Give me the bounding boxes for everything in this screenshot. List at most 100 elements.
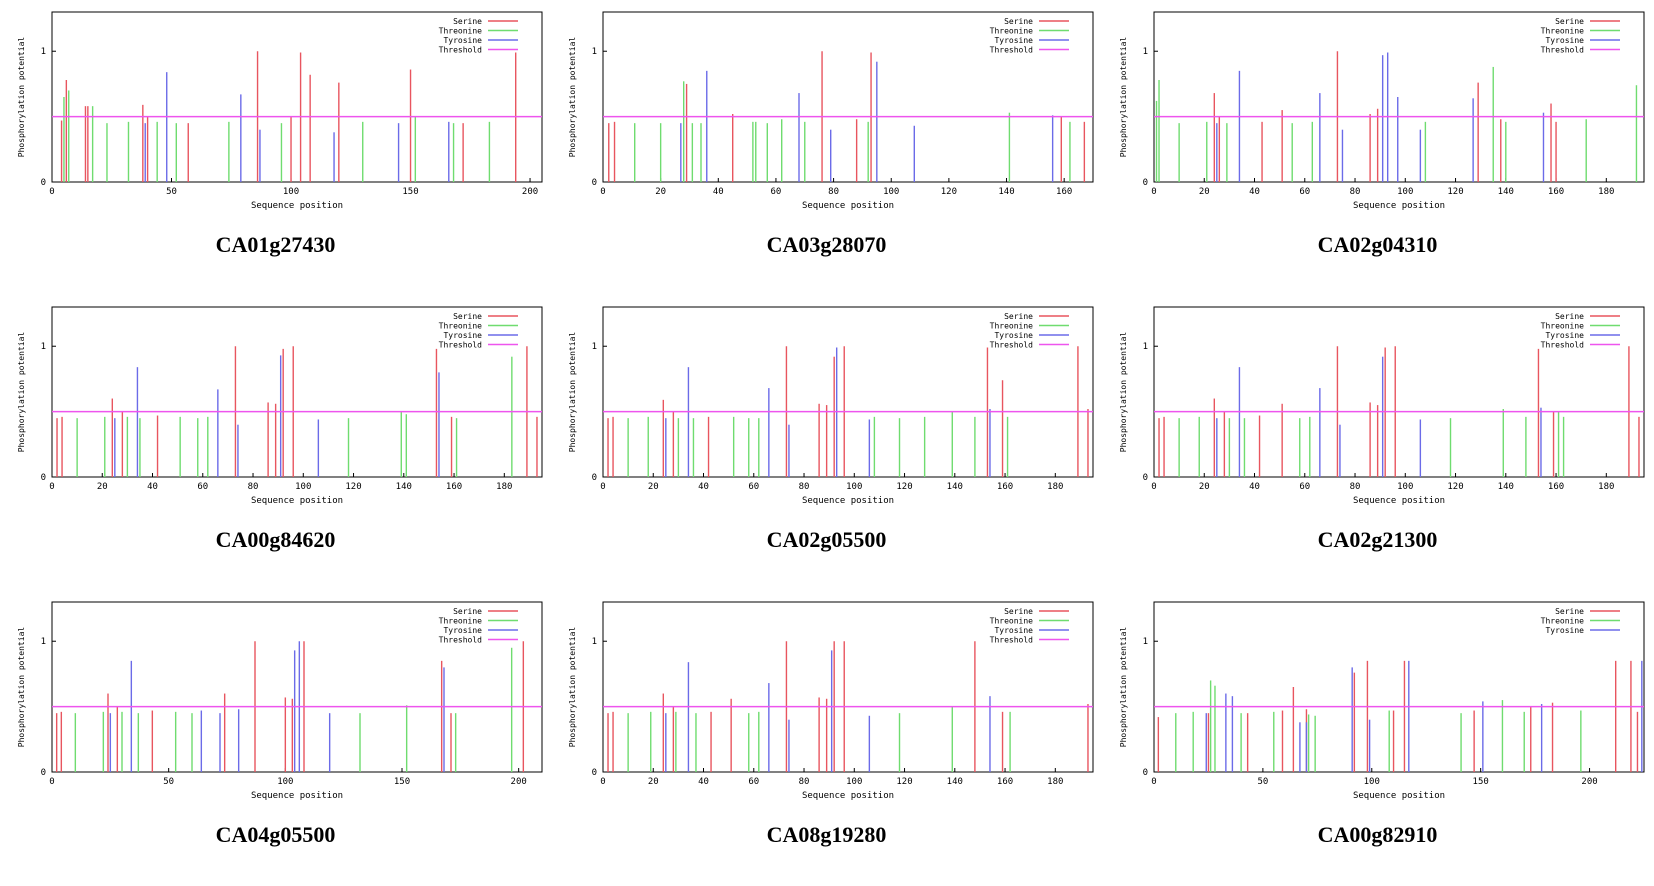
x-tick-label: 60 <box>748 777 759 787</box>
x-tick-label: 0 <box>49 187 54 197</box>
chart-caption: CA02g05500 <box>766 527 887 552</box>
x-tick-label: 0 <box>49 482 54 492</box>
x-tick-label: 40 <box>147 482 158 492</box>
chart-panel-CA04g05500: 0 50 100 150 200 0 1 Sequence position Phosphory… <box>0 590 551 885</box>
x-tick-label: 100 <box>277 777 293 787</box>
y-tick-label: 0 <box>41 768 46 778</box>
x-tick-label: 200 <box>511 777 527 787</box>
chart-caption: CA03g28070 <box>766 232 887 257</box>
legend-label: Serine <box>1555 17 1584 26</box>
y-tick-label: 1 <box>1143 342 1148 352</box>
y-tick-label: 0 <box>41 178 46 188</box>
x-tick-label: 120 <box>896 777 912 787</box>
series-threonine <box>627 411 1009 477</box>
legend-label: Tyrosine <box>994 626 1033 635</box>
plot-frame <box>602 11 1094 183</box>
x-tick-label: 40 <box>698 482 709 492</box>
series-tyrosine <box>1205 660 1643 772</box>
x-tick-label: 0 <box>600 187 605 197</box>
x-tick-label: 80 <box>828 187 839 197</box>
legend-label: Threshold <box>1541 46 1585 55</box>
y-tick-label: 0 <box>1143 178 1148 188</box>
y-axis-label: Phosphorylation potential <box>1119 332 1128 453</box>
chart-svg: 0 20 40 60 80 100 120 140 160 180 0 1 Sequence posit… <box>568 306 1094 506</box>
x-axis-label: Sequence position <box>1353 496 1445 506</box>
chart-caption: CA00g84620 <box>215 527 336 552</box>
x-tick-label: 200 <box>1581 777 1597 787</box>
x-tick-label: 200 <box>522 187 538 197</box>
legend-label: Threshold <box>439 341 483 350</box>
plot-frame <box>1153 601 1645 773</box>
y-tick-label: 1 <box>592 47 597 57</box>
legend-label: Threshold <box>990 46 1034 55</box>
legend-label: Tyrosine <box>443 36 482 45</box>
chart-panel-CA02g05500: 0 20 40 60 80 100 120 140 160 180 0 1 Sequence posit… <box>551 295 1102 590</box>
chart-svg: 0 50 100 150 200 0 1 Sequence position Phosphory… <box>1119 601 1645 801</box>
x-tick-label: 60 <box>771 187 782 197</box>
x-tick-label: 150 <box>402 187 418 197</box>
legend-label: Threshold <box>990 636 1034 645</box>
legend-label: Threonine <box>990 322 1034 331</box>
legend-label: Serine <box>453 312 482 321</box>
x-tick-label: 20 <box>1199 187 1210 197</box>
chart-svg: 0 20 40 60 80 100 120 140 160 180 0 1 Sequence posit… <box>1119 11 1645 211</box>
x-axis-label: Sequence position <box>802 791 894 801</box>
legend-label: Threonine <box>990 617 1034 626</box>
x-tick-label: 160 <box>446 482 462 492</box>
legend-label: Serine <box>1004 17 1033 26</box>
x-tick-label: 80 <box>1350 187 1361 197</box>
x-tick-label: 80 <box>799 777 810 787</box>
x-tick-label: 50 <box>163 777 174 787</box>
x-tick-label: 140 <box>1498 482 1514 492</box>
plot-frame <box>602 601 1094 773</box>
legend-label: Tyrosine <box>1545 331 1584 340</box>
legend-label: Serine <box>453 17 482 26</box>
legend-label: Serine <box>1555 607 1584 616</box>
series-tyrosine <box>665 650 991 772</box>
x-axis-label: Sequence position <box>1353 201 1445 211</box>
x-tick-label: 0 <box>600 482 605 492</box>
legend-label: Threonine <box>1541 322 1585 331</box>
x-tick-label: 100 <box>283 187 299 197</box>
series-threonine <box>627 706 1011 772</box>
series-tyrosine <box>114 355 440 477</box>
x-tick-label: 100 <box>1397 482 1413 492</box>
chart-caption: CA02g04310 <box>1317 232 1438 257</box>
x-tick-label: 100 <box>1364 777 1380 787</box>
y-axis-label: Phosphorylation potential <box>568 37 577 158</box>
legend-label: Threshold <box>990 341 1034 350</box>
series-threonine <box>634 81 1071 182</box>
series-threonine <box>74 647 513 772</box>
x-tick-label: 20 <box>1199 482 1210 492</box>
plot-frame <box>51 306 543 478</box>
y-tick-label: 0 <box>41 473 46 483</box>
x-tick-label: 60 <box>1299 482 1310 492</box>
legend-label: Threonine <box>1541 617 1585 626</box>
y-tick-label: 1 <box>41 342 46 352</box>
x-tick-label: 60 <box>748 482 759 492</box>
x-tick-label: 120 <box>1447 482 1463 492</box>
x-tick-label: 150 <box>394 777 410 787</box>
chart-svg: 0 20 40 60 80 100 120 140 160 180 0 1 Sequence posit… <box>1119 306 1645 506</box>
x-axis-label: Sequence position <box>251 791 343 801</box>
y-tick-label: 1 <box>592 637 597 647</box>
series-tyrosine <box>1216 356 1542 477</box>
legend-label: Tyrosine <box>1545 36 1584 45</box>
x-tick-label: 50 <box>1257 777 1268 787</box>
legend-label: Serine <box>1555 312 1584 321</box>
x-tick-label: 80 <box>248 482 259 492</box>
y-axis-label: Phosphorylation potential <box>568 332 577 453</box>
chart-panel-CA02g21300: 0 20 40 60 80 100 120 140 160 180 0 1 Sequence posit… <box>1102 295 1653 590</box>
chart-panel-CA03g28070: 0 20 40 60 80 100 120 140 160 0 1 Sequence position… <box>551 0 1102 295</box>
x-tick-label: 150 <box>1473 777 1489 787</box>
x-axis-label: Sequence position <box>251 201 343 211</box>
chart-caption: CA02g21300 <box>1317 527 1438 552</box>
series-serine <box>607 346 1089 477</box>
chart-panel-CA00g82910: 0 50 100 150 200 0 1 Sequence position Phosphory… <box>1102 590 1653 885</box>
